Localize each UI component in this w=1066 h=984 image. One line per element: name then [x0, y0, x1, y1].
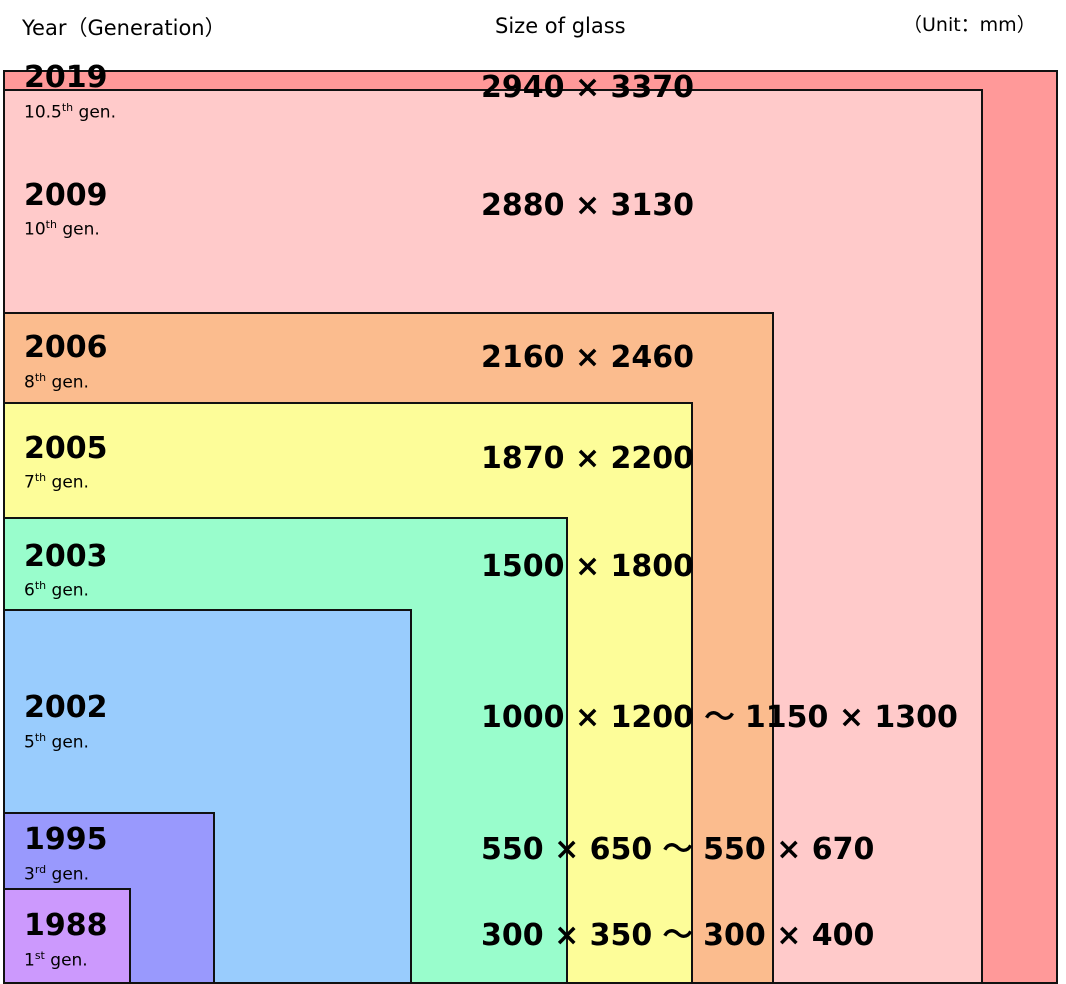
- year-label-2009: 2009: [24, 178, 108, 213]
- gen-label-2006: 8th gen.: [24, 371, 89, 393]
- gen-label-2009: 10th gen.: [24, 218, 100, 240]
- size-label-2009: 2880 × 3130: [481, 188, 695, 223]
- size-label-1995: 550 × 650 ～ 550 × 670: [481, 832, 875, 867]
- year-label-2005: 2005: [24, 431, 108, 466]
- size-label-2006: 2160 × 2460: [481, 340, 695, 375]
- year-label-2006: 2006: [24, 330, 108, 365]
- size-label-2002: 1000 × 1200 ～ 1150 × 1300: [481, 700, 958, 735]
- size-label-2019: 2940 × 3370: [481, 70, 695, 105]
- year-label-1988: 1988: [24, 908, 108, 943]
- size-label-1988: 300 × 350 ～ 300 × 400: [481, 918, 875, 953]
- year-label-2019: 2019: [24, 60, 108, 95]
- year-generation-header: Year（Generation）: [22, 16, 226, 40]
- gen-label-2019: 10.5th gen.: [24, 101, 116, 123]
- gen-label-2002: 5th gen.: [24, 731, 89, 753]
- size-label-2003: 1500 × 1800: [481, 549, 695, 584]
- gen-label-1988: 1st gen.: [24, 949, 88, 971]
- year-label-2003: 2003: [24, 539, 108, 574]
- gen-label-2003: 6th gen.: [24, 579, 89, 601]
- size-label-2005: 1870 × 2200: [481, 441, 695, 476]
- year-label-1995: 1995: [24, 822, 108, 857]
- year-label-2002: 2002: [24, 690, 108, 725]
- unit-label: （Unit：mm）: [903, 14, 1036, 36]
- gen-label-1995: 3rd gen.: [24, 863, 89, 885]
- glass-rect-1988: [3, 888, 131, 984]
- gen-label-2005: 7th gen.: [24, 471, 89, 493]
- glass-size-header: Size of glass: [495, 14, 626, 38]
